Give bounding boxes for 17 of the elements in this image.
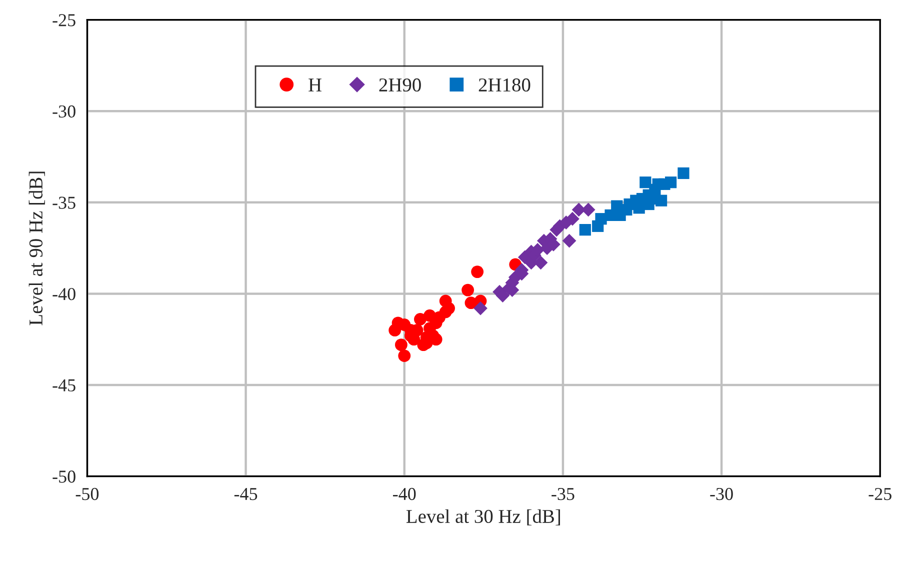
legend-label: 2H90 [379,78,421,92]
x-axis-title: Level at 30 Hz [dB] [406,509,560,526]
y-tick-label: -45 [52,379,76,392]
y-tick-label: -30 [52,105,76,118]
x-tick-label: -30 [710,488,733,500]
y-tick-label: -50 [52,470,76,483]
x-tick-label: -40 [393,488,416,500]
x-tick-label: -25 [868,488,892,500]
x-tick-label: -50 [76,488,99,500]
y-axis-title: Level at 90 Hz [dB] [28,172,45,326]
y-tick-label: -35 [52,196,76,209]
y-tick-label: -40 [52,288,76,300]
legend-label: 2H180 [478,78,530,92]
x-tick-label: -45 [234,488,258,500]
legend-label: H [308,78,322,92]
x-tick-label: -35 [552,488,574,500]
y-tick-label: -25 [52,14,76,26]
